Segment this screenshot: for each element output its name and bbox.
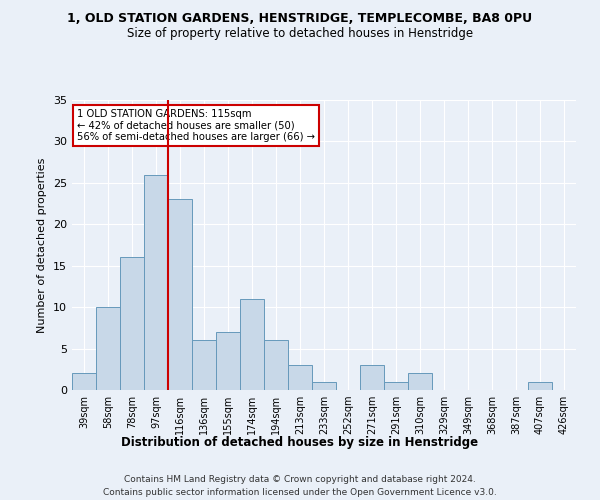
Bar: [240, 299, 264, 390]
Text: Contains HM Land Registry data © Crown copyright and database right 2024.: Contains HM Land Registry data © Crown c…: [124, 476, 476, 484]
Bar: [312, 382, 336, 390]
Text: Distribution of detached houses by size in Henstridge: Distribution of detached houses by size …: [121, 436, 479, 449]
Bar: [72, 374, 96, 390]
Bar: [408, 374, 432, 390]
Bar: [264, 340, 288, 390]
Text: Size of property relative to detached houses in Henstridge: Size of property relative to detached ho…: [127, 28, 473, 40]
Bar: [144, 174, 168, 390]
Bar: [168, 200, 192, 390]
Bar: [192, 340, 216, 390]
Bar: [288, 365, 312, 390]
Y-axis label: Number of detached properties: Number of detached properties: [37, 158, 47, 332]
Bar: [528, 382, 552, 390]
Bar: [360, 365, 384, 390]
Bar: [384, 382, 408, 390]
Bar: [216, 332, 240, 390]
Text: Contains public sector information licensed under the Open Government Licence v3: Contains public sector information licen…: [103, 488, 497, 497]
Bar: [120, 258, 144, 390]
Text: 1 OLD STATION GARDENS: 115sqm
← 42% of detached houses are smaller (50)
56% of s: 1 OLD STATION GARDENS: 115sqm ← 42% of d…: [77, 108, 315, 142]
Bar: [96, 307, 120, 390]
Text: 1, OLD STATION GARDENS, HENSTRIDGE, TEMPLECOMBE, BA8 0PU: 1, OLD STATION GARDENS, HENSTRIDGE, TEMP…: [67, 12, 533, 26]
